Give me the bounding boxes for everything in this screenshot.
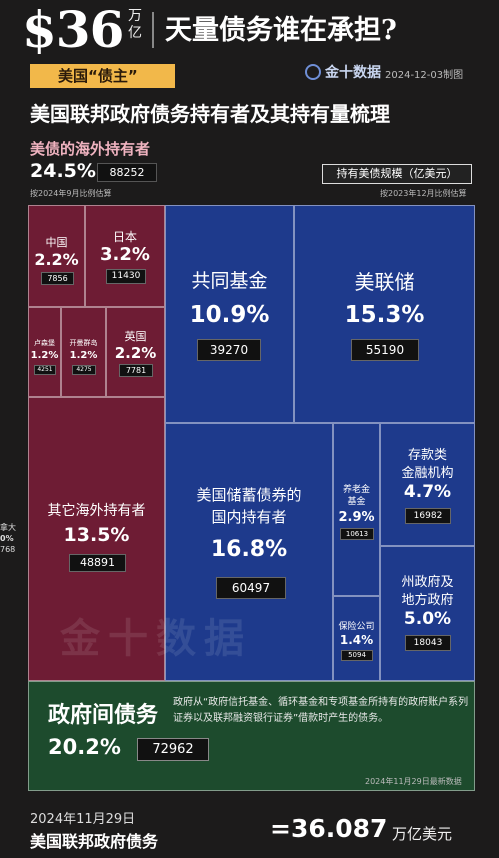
header-title: 天量债务谁在承担? — [165, 15, 397, 46]
scale-note: 按2023年12月比例估算 — [380, 189, 467, 198]
footer-name: 美国联邦政府债务 — [30, 832, 159, 851]
cell-label: 卢森堡 — [34, 339, 55, 347]
cell-value: 16982 — [405, 508, 451, 524]
cell-pct: 1.2% — [30, 350, 59, 361]
intragov-description: 政府从“政府信托基金、循环基金和专项基金所持有的政府账户系列证券以及联邦融资银行… — [173, 697, 469, 724]
header-amount: $36 — [22, 0, 124, 59]
cell-label: 共同基金 — [191, 270, 268, 292]
cell-pct: 15.3% — [344, 302, 425, 328]
cell-pct: 5.0% — [403, 609, 452, 629]
treemap-cell-uk: 英国 2.2% 7781 — [106, 307, 165, 397]
cell-label: 州政府及 — [401, 575, 454, 590]
cell-label: 日本 — [112, 230, 137, 244]
cell-label: 养老金 — [342, 485, 370, 495]
overseas-title: 美债的海外持有者 — [30, 140, 151, 158]
cell-pct: 13.5% — [63, 524, 130, 546]
cell-pct: 2.2% — [114, 344, 157, 362]
treemap-cell-japan: 日本 3.2% 11430 — [85, 205, 165, 307]
cell-label-line2: 基金 — [347, 497, 366, 507]
cell-value: 18043 — [405, 635, 451, 651]
overseas-note: 按2024年9月比例估算 — [30, 189, 112, 198]
footer-date: 2024年11月29日 — [30, 812, 136, 827]
intragov-pct: 20.2% — [48, 735, 121, 759]
cell-value: 11430 — [106, 269, 146, 284]
cell-label-line2: 地方政府 — [401, 593, 454, 608]
brand-logo: 金十数据 — [305, 62, 381, 82]
cell-pct: 2.2% — [34, 250, 79, 269]
treemap-cell-china: 中国 2.2% 7856 — [28, 205, 85, 307]
treemap-cell-other-overseas: 其它海外持有者 13.5% 48891 — [28, 397, 165, 681]
brand-name: 金十数据 — [325, 65, 381, 81]
section-tag: 美国“债主” — [30, 64, 175, 88]
header-divider — [152, 12, 154, 48]
cell-value: 55190 — [351, 339, 419, 361]
cell-label: 保险公司 — [338, 622, 375, 632]
cell-label: 美国储蓄债券的 — [196, 486, 302, 504]
cell-label: 中国 — [45, 236, 68, 249]
footer-unit: 万亿美元 — [392, 825, 453, 843]
cell-value: 7856 — [41, 272, 74, 285]
cell-value: 4275 — [72, 365, 96, 375]
treemap-cell-pension-funds: 养老金 基金 2.9% 10613 — [333, 423, 380, 596]
intragov-date: 2024年11月29日最新数据 — [365, 777, 462, 786]
cell-pct: 4.7% — [403, 482, 452, 502]
cell-value: 39270 — [197, 339, 261, 361]
cell-value: 48891 — [69, 554, 126, 572]
treemap-cell-cayman: 开曼群岛 1.2% 4275 — [61, 307, 106, 397]
cell-value: 7781 — [119, 364, 153, 377]
cell-label-line2: 国内持有者 — [211, 508, 287, 526]
treemap-cell-insurance: 保险公司 1.4% 5094 — [333, 596, 380, 681]
cell-value: 60497 — [216, 577, 286, 599]
cell-label: 开曼群岛 — [69, 339, 98, 347]
treemap-cell-luxembourg: 卢森堡 1.2% 4251 — [28, 307, 61, 397]
intragov-title: 政府间债务 — [48, 703, 159, 728]
cell-label: 美联储 — [354, 270, 415, 294]
watermark: 金十数据 — [60, 616, 252, 662]
overseas-value: 88252 — [97, 163, 157, 182]
cell-pct: 1.4% — [339, 633, 374, 647]
footer-total: =36.087 — [270, 814, 388, 843]
chart-subtitle: 美国联邦政府债务持有者及其持有量梳理 — [30, 102, 390, 126]
cell-pct: 2.9% — [338, 510, 375, 525]
cell-label-line2: 金融机构 — [401, 466, 454, 481]
cell-label: 英国 — [124, 330, 147, 343]
treemap-cell-intragovernmental — [28, 681, 475, 791]
side-cut-pct: 0% — [0, 534, 14, 543]
intragov-value: 72962 — [137, 738, 209, 761]
side-cut-value: 768 — [0, 545, 16, 554]
cell-pct: 3.2% — [100, 244, 150, 265]
header-unit: 万亿 — [128, 8, 142, 41]
cell-pct: 10.9% — [189, 302, 270, 328]
cell-value: 4251 — [34, 365, 56, 375]
chart-date: 2024-12-03制图 — [385, 70, 464, 81]
treemap-cell-fed: 美联储 15.3% 55190 — [294, 205, 475, 423]
brand-icon — [305, 64, 321, 80]
treemap-cell-depository: 存款类 金融机构 4.7% 16982 — [380, 423, 475, 546]
treemap-cell-mutual-funds: 共同基金 10.9% 39270 — [165, 205, 294, 423]
cell-label: 其它海外持有者 — [47, 503, 146, 519]
cell-pct: 16.8% — [210, 537, 288, 562]
treemap-cell-state-local: 州政府及 地方政府 5.0% 18043 — [380, 546, 475, 681]
scale-label: 持有美债规模（亿美元） — [322, 164, 472, 184]
side-cut-label: 拿大 0% 768 — [0, 522, 18, 555]
cell-pct: 1.2% — [69, 350, 98, 361]
treemap-cell-savings-bonds: 美国储蓄债券的 国内持有者 16.8% 60497 — [165, 423, 333, 681]
cell-label: 存款类 — [407, 448, 447, 463]
cell-value: 5094 — [341, 650, 373, 661]
overseas-pct: 24.5% — [30, 160, 96, 182]
cell-value: 10613 — [340, 528, 374, 540]
side-cut-name: 拿大 — [0, 523, 16, 532]
